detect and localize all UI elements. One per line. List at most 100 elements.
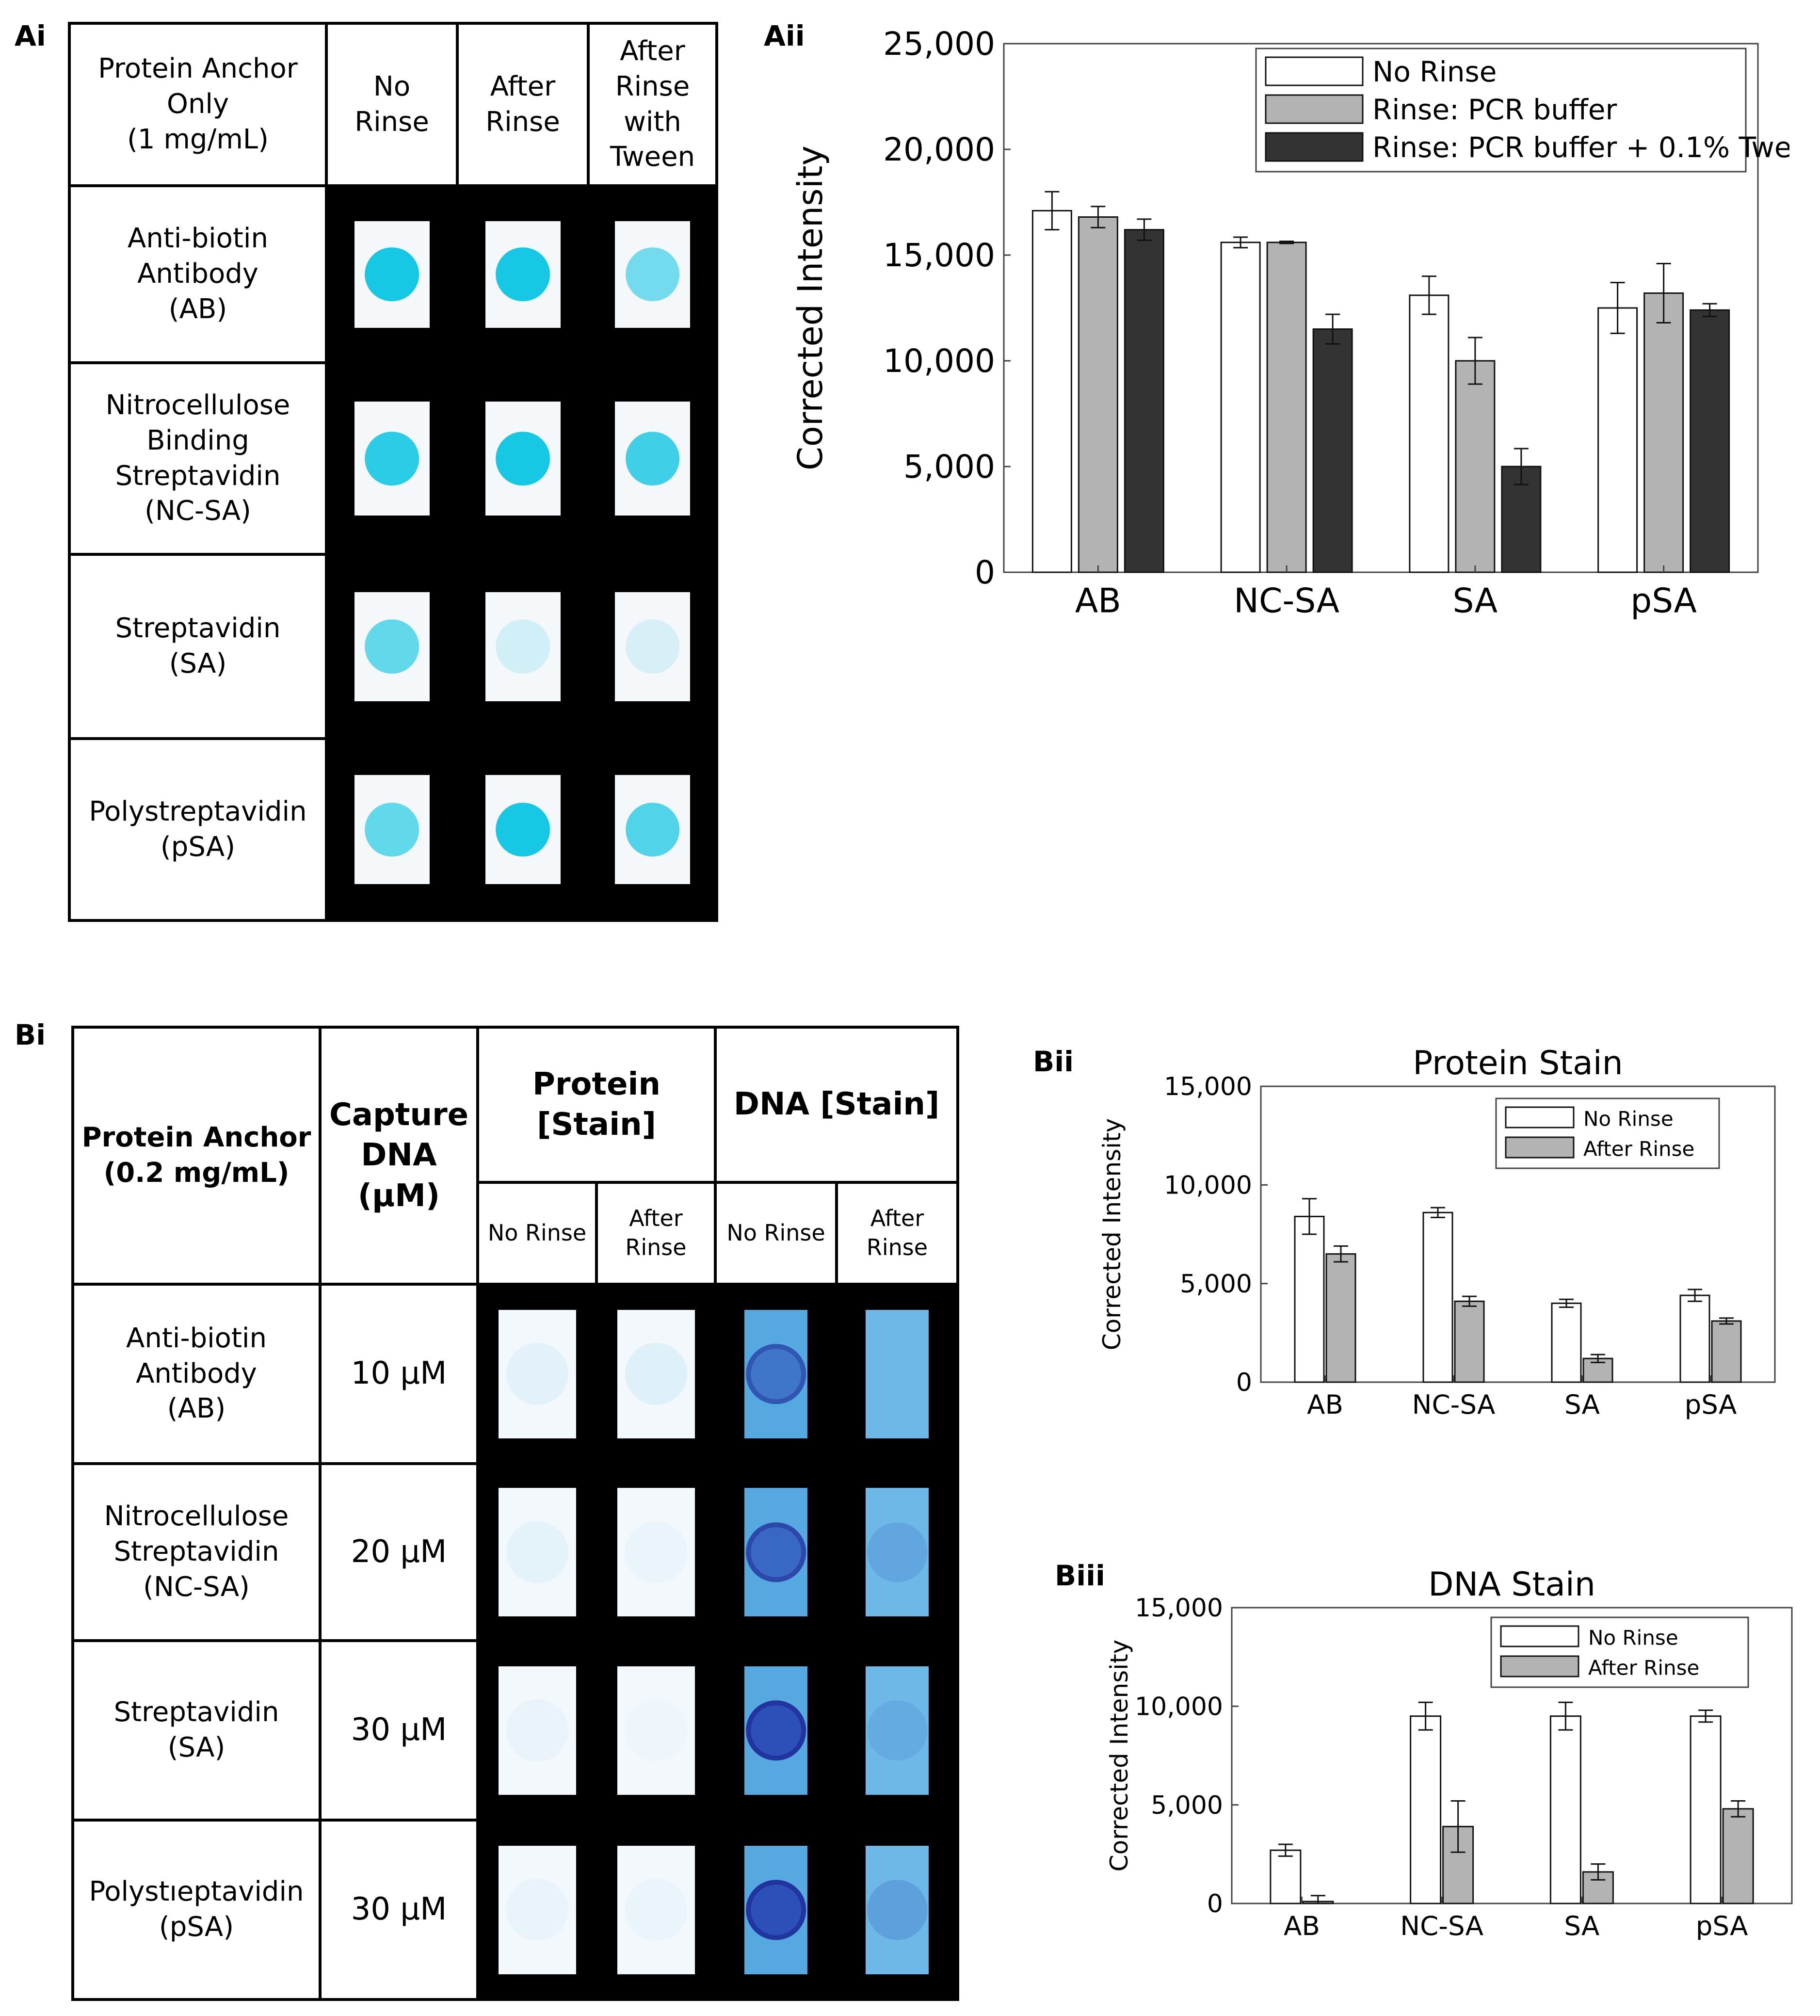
table-b-row-label: Nitrocellulose Streptavidin (NC-SA) <box>71 1462 322 1642</box>
plot-area <box>1260 1085 1776 1383</box>
bar <box>1643 292 1684 573</box>
y-tick-label: 0 <box>1207 1889 1223 1919</box>
legend-swatch <box>1500 1655 1579 1677</box>
plot-area <box>1003 43 1759 573</box>
legend-swatch <box>1265 132 1364 162</box>
bar <box>1549 1715 1581 1904</box>
bar <box>1409 294 1450 573</box>
x-tick-label: AB <box>1075 582 1121 621</box>
bar <box>1690 309 1730 573</box>
table-a-row-psa: Polystreptavidin (pSA) <box>68 737 718 922</box>
protein-spot-image <box>617 1309 695 1438</box>
spot-dot <box>506 1879 568 1941</box>
panel-label-aii: Aii <box>764 19 805 52</box>
table-a-row-ab: Anti-biotin Antibody (AB) <box>68 184 718 364</box>
legend-swatch <box>1265 56 1364 86</box>
table-a-row-label: Streptavidin (SA) <box>68 553 328 740</box>
bar <box>1711 1320 1742 1383</box>
dna-spot-image <box>744 1845 807 1974</box>
y-tick-label: 0 <box>975 554 995 591</box>
table-a-header-anchor: Protein Anchor Only (1 mg/mL) <box>68 22 328 187</box>
spot-image-a <box>354 221 430 328</box>
y-tick-label: 10,000 <box>1135 1693 1223 1722</box>
protein-spot-image <box>617 1845 695 1974</box>
legend-swatch <box>1505 1136 1575 1159</box>
spot-dot <box>625 1879 687 1941</box>
y-tick-label: 5,000 <box>903 448 995 485</box>
bar <box>1270 1849 1302 1904</box>
spot-image-a <box>615 402 690 516</box>
x-tick-label: AB <box>1307 1389 1343 1420</box>
y-tick-label: 15,000 <box>1164 1072 1252 1101</box>
spot-image-a <box>615 592 690 701</box>
spot-image-a <box>354 402 430 516</box>
table-a-row-label: Nitrocellulose Binding Streptavidin (NC-… <box>68 361 328 556</box>
spot-dot <box>867 1880 927 1940</box>
dna-spot-image <box>866 1309 929 1438</box>
y-axis-label: Corrected Intensity <box>795 145 830 470</box>
y-axis-label: Corrected Intensity <box>1105 1640 1133 1872</box>
table-b-subheader-after-rinse: After Rinse <box>835 1181 959 1286</box>
bar <box>1455 360 1496 573</box>
table-b-subheader-after-rinse: After Rinse <box>595 1181 717 1286</box>
spot-dot <box>496 431 550 486</box>
x-tick-label: NC-SA <box>1234 582 1339 621</box>
legend-swatch <box>1265 94 1364 124</box>
panel-label-bii: Bii <box>1033 1045 1074 1078</box>
bar <box>1690 1715 1722 1904</box>
spot-dot <box>746 1344 806 1404</box>
spot-dot <box>625 619 680 674</box>
x-tick-label: SA <box>1453 582 1498 621</box>
protein-spot-image <box>617 1666 695 1795</box>
table-b-row-psa: Polystıeptavidin (pSA) 30 µM <box>71 1819 959 2001</box>
y-axis-label: Corrected Intensity <box>1098 1118 1126 1351</box>
spot-dot <box>867 1522 927 1582</box>
legend-label: Rinse: PCR buffer + 0.1% Tween20 <box>1372 131 1789 164</box>
x-tick-label: SA <box>1564 1910 1599 1940</box>
protein-spot-image <box>617 1488 695 1616</box>
table-bi: Protein Anchor (0.2 mg/mL) Capture DNA (… <box>71 1026 959 2001</box>
x-tick-label: pSA <box>1696 1910 1748 1940</box>
chart-title: DNA Stain <box>1428 1565 1595 1604</box>
spot-image-a <box>485 402 561 516</box>
table-b-header-capture: Capture DNA (µM) <box>319 1026 479 1286</box>
chart-aii: 0 5,000 10,000 15,000 20,000 25,000 Corrected … <box>795 25 1789 621</box>
protein-spot-image <box>498 1488 576 1616</box>
y-tick-label: 5,000 <box>1180 1270 1252 1299</box>
bar <box>1266 242 1307 573</box>
dna-spot-image <box>866 1666 929 1795</box>
legend-swatch <box>1505 1106 1575 1129</box>
legend-swatch <box>1500 1625 1579 1647</box>
table-a-header-no-rinse: No Rinse <box>325 22 459 187</box>
bar <box>1220 242 1261 573</box>
table-b-row-capture: 20 µM <box>319 1462 479 1642</box>
dna-spot-image <box>744 1488 807 1616</box>
panel-label-ai: Ai <box>15 19 46 52</box>
bar <box>1078 216 1118 573</box>
bar <box>1124 229 1164 573</box>
x-tick-label: NC-SA <box>1400 1910 1483 1940</box>
y-tick-label: 10,000 <box>883 342 995 380</box>
x-tick-label: SA <box>1564 1389 1600 1420</box>
bar <box>1722 1808 1754 1904</box>
table-b-row-label: Anti-biotin Antibody (AB) <box>71 1283 322 1465</box>
spot-dot <box>365 802 419 857</box>
table-a-row-label: Polystreptavidin (pSA) <box>68 737 328 922</box>
table-b-row-capture: 30 µM <box>319 1819 479 2001</box>
bar <box>1031 210 1072 573</box>
bar <box>1454 1300 1485 1383</box>
table-ai: Protein Anchor Only (1 mg/mL) No Rinse A… <box>68 22 718 922</box>
spot-dot <box>365 619 419 674</box>
spot-dot <box>867 1700 927 1760</box>
spot-image-a <box>485 592 561 701</box>
table-b-subheader-no-rinse: No Rinse <box>714 1181 838 1286</box>
y-tick-label: 20,000 <box>883 131 995 168</box>
table-a-row-sa: Streptavidin (SA) <box>68 553 718 740</box>
bar <box>1551 1302 1582 1383</box>
table-b-subheader-no-rinse: No Rinse <box>476 1181 598 1286</box>
bar <box>1679 1294 1710 1383</box>
y-tick-label: 15,000 <box>883 237 995 274</box>
table-b-row-sa: Streptavidin (SA) 30 µM <box>71 1639 959 1822</box>
x-tick-label: pSA <box>1685 1389 1737 1420</box>
